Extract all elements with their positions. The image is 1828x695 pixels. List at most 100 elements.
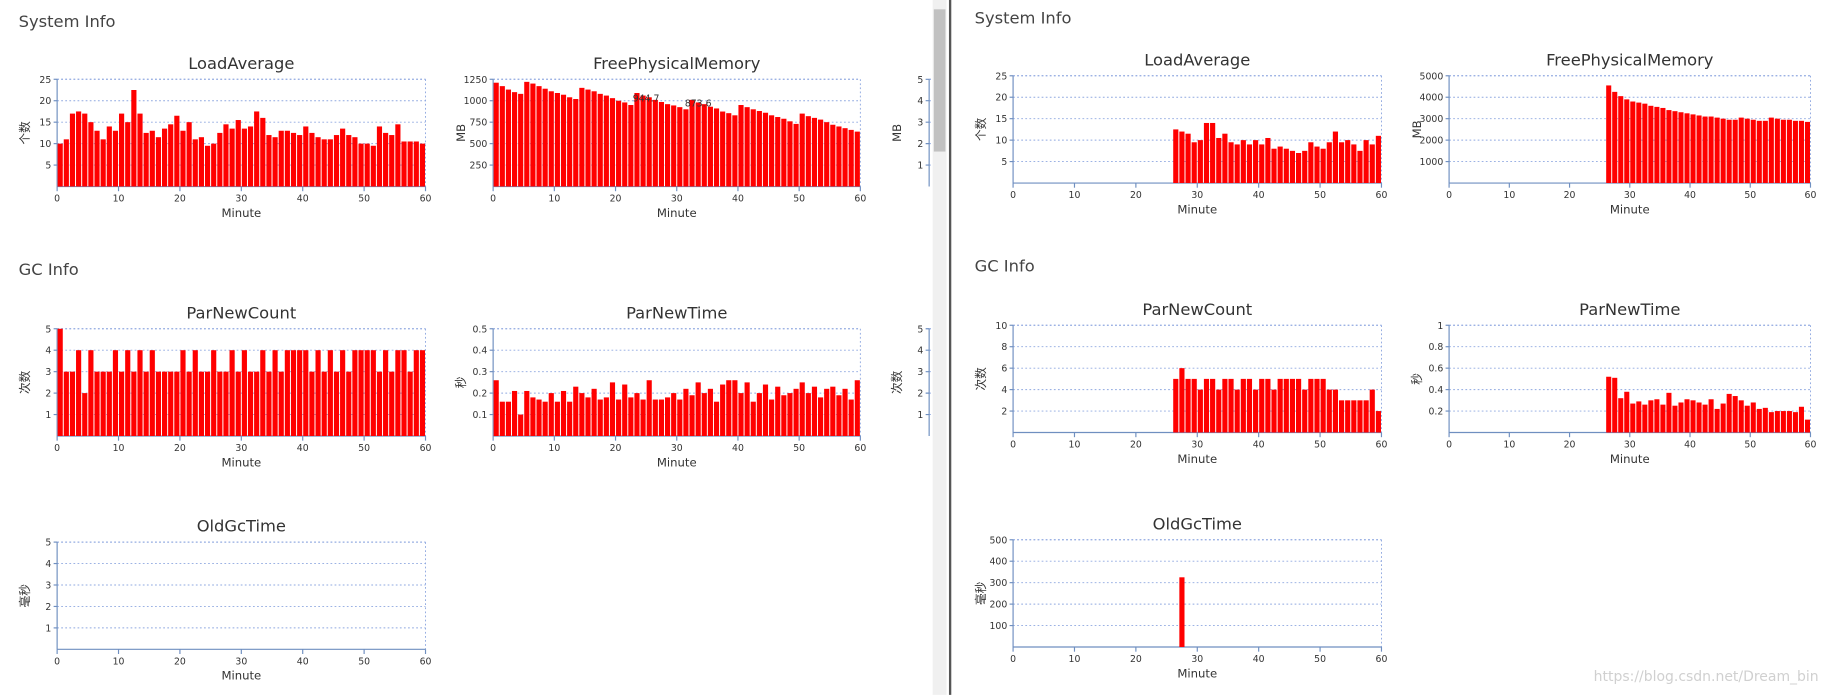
- x-tick-label: 40: [297, 443, 309, 454]
- bar: [155, 137, 162, 187]
- bar: [125, 350, 131, 437]
- bar: [1185, 133, 1191, 184]
- y-tick-label: 3: [45, 367, 51, 378]
- bar: [573, 386, 579, 437]
- bar: [585, 89, 591, 187]
- bar: [1253, 140, 1259, 184]
- bar: [340, 350, 346, 437]
- x-tick-label: 60: [420, 443, 432, 454]
- y-axis-label: 次数: [890, 370, 904, 394]
- bar: [530, 397, 536, 437]
- bar: [1606, 85, 1612, 184]
- x-tick-label: 60: [1805, 190, 1817, 201]
- y-tick-label: 1000: [464, 96, 488, 107]
- bar: [750, 401, 756, 437]
- bar: [1768, 117, 1774, 184]
- bar: [1786, 119, 1792, 184]
- x-tick-label: 50: [1744, 440, 1756, 451]
- bar: [143, 371, 149, 437]
- bar: [652, 399, 658, 437]
- chart-title: ParNewTime: [626, 303, 727, 322]
- x-tick-label: 60: [1376, 440, 1388, 451]
- bar: [836, 126, 842, 187]
- bar: [1612, 91, 1618, 184]
- bar: [137, 350, 143, 437]
- bar: [321, 139, 327, 187]
- bar: [762, 384, 769, 437]
- bar: [315, 350, 321, 437]
- bar: [333, 371, 340, 437]
- bar: [1277, 146, 1283, 184]
- bar: [352, 137, 358, 187]
- bar: [579, 393, 585, 437]
- y-tick-label: 2: [917, 389, 923, 400]
- y-tick-label: 0.6: [1428, 364, 1443, 375]
- bar: [683, 109, 689, 187]
- bar: [1618, 96, 1624, 184]
- bar: [664, 397, 671, 437]
- y-tick-label: 5: [45, 324, 51, 335]
- y-axis-label: 次数: [974, 367, 988, 391]
- bar: [1332, 131, 1339, 184]
- chart-title: OldGcTime: [1153, 514, 1242, 533]
- scrollbar[interactable]: [932, 0, 947, 695]
- x-axis-label: Minute: [221, 206, 261, 220]
- bar: [652, 99, 658, 187]
- x-tick-label: 0: [490, 194, 496, 205]
- y-tick-label: 4000: [1420, 93, 1444, 104]
- bar: [358, 143, 364, 187]
- y-tick-label: 500: [470, 139, 488, 150]
- bar: [235, 120, 241, 187]
- x-tick-label: 0: [490, 443, 496, 454]
- y-tick-label: 0.4: [1428, 385, 1443, 396]
- bar: [69, 113, 76, 187]
- bar: [82, 393, 88, 437]
- bar: [1259, 378, 1265, 433]
- x-tick-label: 60: [854, 194, 866, 205]
- bar: [413, 350, 419, 437]
- bar: [1792, 412, 1798, 433]
- bar: [677, 107, 683, 187]
- bar: [732, 115, 738, 187]
- bar: [707, 106, 713, 187]
- y-tick-label: 10: [39, 139, 51, 150]
- chart-title: ParNewCount: [186, 303, 296, 322]
- bar: [376, 371, 383, 437]
- annotation: 944.7: [633, 94, 660, 105]
- bar: [597, 399, 603, 437]
- y-tick-label: 2000: [1420, 136, 1444, 147]
- scrollbar-thumb[interactable]: [933, 9, 946, 152]
- bar: [671, 105, 677, 187]
- bar: [1271, 389, 1277, 433]
- bar: [1756, 408, 1762, 433]
- y-tick-label: 3: [45, 580, 51, 591]
- bar: [161, 371, 168, 437]
- bar: [689, 99, 695, 187]
- bar: [1798, 120, 1804, 184]
- watermark: https://blog.csdn.net/Dream_bin: [1594, 669, 1819, 685]
- bar: [818, 119, 824, 187]
- x-tick-label: 50: [1314, 190, 1326, 201]
- x-tick-label: 20: [174, 194, 186, 205]
- bar: [830, 386, 836, 437]
- bar: [548, 91, 554, 187]
- y-tick-label: 1: [45, 410, 51, 421]
- chart-title: LoadAverage: [188, 54, 294, 73]
- bar: [383, 132, 389, 187]
- x-tick-label: 40: [1684, 440, 1696, 451]
- x-tick-label: 30: [671, 443, 683, 454]
- bar: [370, 350, 376, 437]
- bar: [1714, 117, 1720, 184]
- x-tick-label: 30: [235, 657, 247, 668]
- y-tick-label: 0.4: [472, 346, 487, 357]
- x-tick-label: 30: [671, 194, 683, 205]
- bar: [217, 132, 223, 187]
- bar: [1744, 118, 1750, 184]
- bar: [567, 401, 573, 437]
- x-tick-label: 10: [1069, 654, 1081, 665]
- y-tick-label: 0.8: [1428, 342, 1443, 353]
- bar: [1678, 112, 1684, 184]
- bar: [1277, 378, 1283, 433]
- y-tick-label: 1: [917, 410, 923, 421]
- y-tick-label: 10: [995, 321, 1007, 332]
